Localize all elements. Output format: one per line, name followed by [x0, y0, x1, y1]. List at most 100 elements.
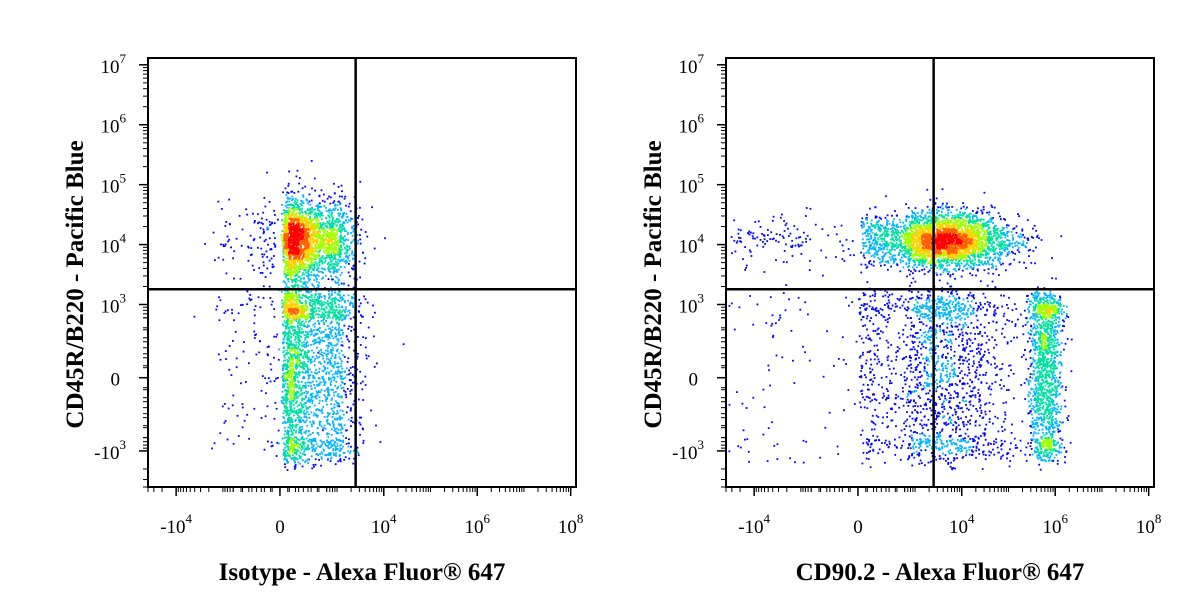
event-dot	[293, 220, 295, 222]
event-dot	[323, 340, 326, 342]
event-dot	[336, 276, 339, 279]
event-dot	[332, 252, 335, 254]
event-dot	[290, 320, 292, 323]
event-dot	[316, 333, 319, 335]
event-dot	[266, 267, 269, 270]
event-dot	[331, 344, 333, 347]
event-dot	[303, 413, 306, 416]
event-dot	[348, 369, 350, 372]
event-dot	[319, 215, 322, 218]
event-dot	[371, 206, 373, 209]
event-dot	[283, 433, 286, 436]
event-dot	[227, 240, 229, 243]
event-dot	[298, 429, 301, 431]
event-dot	[305, 285, 308, 288]
event-dot	[348, 442, 350, 445]
event-dot	[310, 310, 313, 312]
event-dot	[259, 236, 262, 239]
event-dot	[323, 200, 326, 203]
event-dot	[298, 446, 301, 449]
event-dot	[327, 304, 330, 307]
event-dot	[283, 377, 286, 380]
event-dot	[339, 246, 342, 249]
event-dot	[297, 309, 300, 312]
event-dot	[287, 214, 290, 217]
event-dot	[268, 237, 271, 240]
event-dot	[338, 238, 341, 241]
event-dot	[295, 383, 298, 386]
event-dot	[307, 269, 310, 271]
event-dot	[303, 343, 306, 346]
event-dot	[339, 249, 342, 251]
event-dot	[295, 363, 298, 365]
event-dot	[311, 311, 314, 314]
event-dot	[295, 391, 297, 394]
event-dot	[290, 358, 293, 361]
event-dot	[270, 248, 273, 251]
event-dot	[308, 301, 311, 304]
event-dot	[281, 236, 284, 239]
event-dot	[287, 333, 290, 335]
event-dot	[335, 269, 338, 271]
event-dot	[282, 351, 285, 354]
event-dot	[316, 216, 319, 219]
event-dot	[352, 381, 354, 384]
event-dot	[340, 371, 342, 374]
event-dot	[320, 227, 323, 229]
event-dot	[342, 435, 345, 437]
event-dot	[332, 247, 335, 249]
event-dot	[314, 413, 317, 416]
event-dot	[227, 309, 229, 312]
event-dot	[280, 290, 283, 293]
event-dot	[365, 357, 368, 360]
event-dot	[273, 209, 276, 212]
event-dot	[281, 213, 283, 215]
event-dot	[334, 253, 337, 256]
event-dot	[319, 300, 321, 303]
event-dot	[316, 247, 318, 249]
event-dot	[253, 221, 256, 224]
event-dot	[329, 225, 331, 228]
event-dot	[359, 423, 362, 426]
event-dot	[306, 381, 309, 384]
event-dot	[318, 377, 321, 380]
event-dot	[363, 295, 365, 298]
event-dot	[318, 261, 320, 264]
event-dot	[296, 458, 299, 461]
event-dot	[284, 450, 287, 453]
event-dot	[336, 387, 339, 390]
event-dot	[312, 437, 315, 440]
event-dot	[331, 311, 334, 314]
event-dot	[359, 370, 362, 373]
event-dot	[283, 451, 285, 454]
event-dot	[295, 292, 297, 294]
event-dot	[292, 392, 295, 395]
event-dot	[312, 225, 315, 228]
event-dot	[328, 256, 331, 259]
event-dot	[321, 262, 324, 265]
event-dot	[289, 386, 292, 389]
event-dot	[288, 375, 291, 378]
event-dot	[322, 331, 325, 333]
event-dot	[327, 441, 330, 443]
event-dot	[332, 443, 335, 446]
event-dot	[339, 224, 341, 227]
event-dot	[303, 416, 306, 418]
event-dot	[350, 379, 352, 382]
event-dot	[341, 223, 343, 226]
event-dot	[288, 416, 291, 419]
event-dot	[323, 244, 325, 247]
event-dot	[312, 414, 315, 417]
event-dot	[282, 342, 285, 345]
event-dot	[281, 390, 284, 393]
event-dot	[335, 372, 338, 375]
event-dot	[323, 205, 326, 207]
event-dot	[349, 247, 351, 250]
event-dot	[352, 302, 354, 305]
event-dot	[364, 346, 367, 349]
event-dot	[259, 272, 262, 274]
event-dot	[304, 364, 307, 367]
event-dot	[286, 264, 289, 267]
event-dot	[372, 304, 374, 307]
event-dot	[285, 218, 288, 221]
